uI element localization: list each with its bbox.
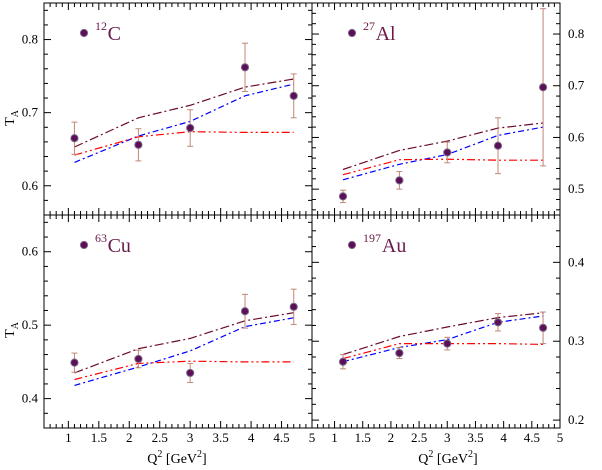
data-point [134, 354, 143, 364]
x-tick-label: 5 [309, 430, 316, 445]
panel-marker [347, 28, 357, 38]
data-point [289, 302, 298, 311]
x-tick-label: 4.5 [273, 430, 289, 445]
data-point [338, 192, 348, 201]
panel-mass-number: 197 [363, 231, 381, 245]
curve-maroon [342, 122, 544, 171]
y-tick-label: 0.5 [22, 317, 38, 332]
y-axis-title-bottom: TA [3, 321, 21, 338]
data-point [186, 368, 195, 378]
panel-element: Al [376, 23, 396, 45]
panel-marker [79, 240, 89, 250]
panel-marker [79, 28, 89, 38]
panel-au: 1 1.5 2 2.5 3 3.5 4 4.5 5 0.2 0.3 0.4 197 Au [311, 214, 585, 445]
panel-mass-number: 63 [95, 231, 107, 245]
y-tick-label: 0.8 [568, 26, 584, 41]
x-tick-label: 2 [388, 430, 395, 445]
data-point [493, 141, 503, 150]
y-tick-label: 0.6 [22, 178, 39, 193]
data-point [70, 134, 79, 143]
data-point [240, 63, 250, 72]
panel-al: 0.5 0.6 0.7 0.8 27 Al [311, 2, 585, 216]
y-tick-label: 0.4 [22, 391, 39, 406]
curve-maroon [74, 312, 294, 374]
curve-blue [74, 83, 294, 163]
y-tick-label: 0.6 [568, 129, 585, 144]
data-point [538, 323, 548, 332]
data-point [186, 123, 195, 133]
data-point [443, 148, 452, 157]
curve-maroon [74, 78, 294, 148]
data-point [70, 358, 79, 367]
curve-red [342, 158, 544, 176]
x-axis-title-left: Q2 [GeV2] [147, 449, 206, 467]
data-point [134, 140, 143, 149]
x-tick-label: 3 [444, 430, 451, 445]
x-tick-label: 3 [187, 430, 194, 445]
x-tick-label: 5 [557, 430, 564, 445]
y-tick-label: 0.7 [568, 78, 585, 93]
panel-element: Au [382, 235, 406, 257]
data-point [338, 357, 348, 366]
x-tick-label: 2 [126, 430, 133, 445]
panel-mass-number: 27 [363, 19, 375, 33]
x-tick-label: 3.5 [467, 430, 483, 445]
x-tick-label: 4.5 [524, 430, 540, 445]
x-tick-label: 2.5 [152, 430, 168, 445]
x-tick-label: 3.5 [213, 430, 229, 445]
x-tick-label: 4 [248, 430, 255, 445]
x-tick-label: 1 [65, 430, 72, 445]
x-tick-label: 1.5 [91, 430, 107, 445]
curve-red [74, 360, 294, 381]
curve-blue [74, 317, 294, 386]
x-tick-label: 1 [331, 430, 338, 445]
curve-blue [342, 126, 544, 181]
data-point [240, 307, 250, 316]
panel-mass-number: 12 [95, 19, 107, 33]
panel-cu: 1 1.5 2 2.5 3 3.5 4 4.5 5 0.4 0.5 0.6 63 Cu [22, 214, 316, 445]
curve-red [74, 131, 294, 156]
y-tick-label: 0.2 [568, 412, 584, 427]
panel-marker [347, 240, 357, 250]
y-tick-label: 0.8 [22, 32, 38, 47]
curve-red [342, 343, 544, 360]
y-axis-title-top: TA [3, 109, 21, 126]
panel-element: C [108, 23, 121, 45]
curve-blue [342, 315, 544, 363]
curve-maroon [342, 312, 544, 356]
data-point [395, 176, 404, 185]
panel-c: 0.6 0.7 0.8 12 C [22, 2, 313, 216]
x-tick-label: 1.5 [355, 430, 371, 445]
panel-element: Cu [108, 235, 131, 257]
y-tick-label: 0.5 [568, 181, 584, 196]
x-tick-label: 2.5 [411, 430, 427, 445]
x-tick-label: 4 [500, 430, 507, 445]
y-tick-label: 0.4 [568, 254, 585, 269]
y-tick-label: 0.7 [22, 105, 39, 120]
data-point [289, 91, 298, 100]
data-point [395, 348, 404, 358]
y-tick-label: 0.6 [22, 244, 39, 259]
data-point [538, 83, 548, 92]
data-point [443, 339, 452, 348]
data-point [493, 318, 503, 327]
x-axis-title-right: Q2 [GeV2] [418, 449, 477, 467]
y-tick-label: 0.3 [568, 333, 584, 348]
